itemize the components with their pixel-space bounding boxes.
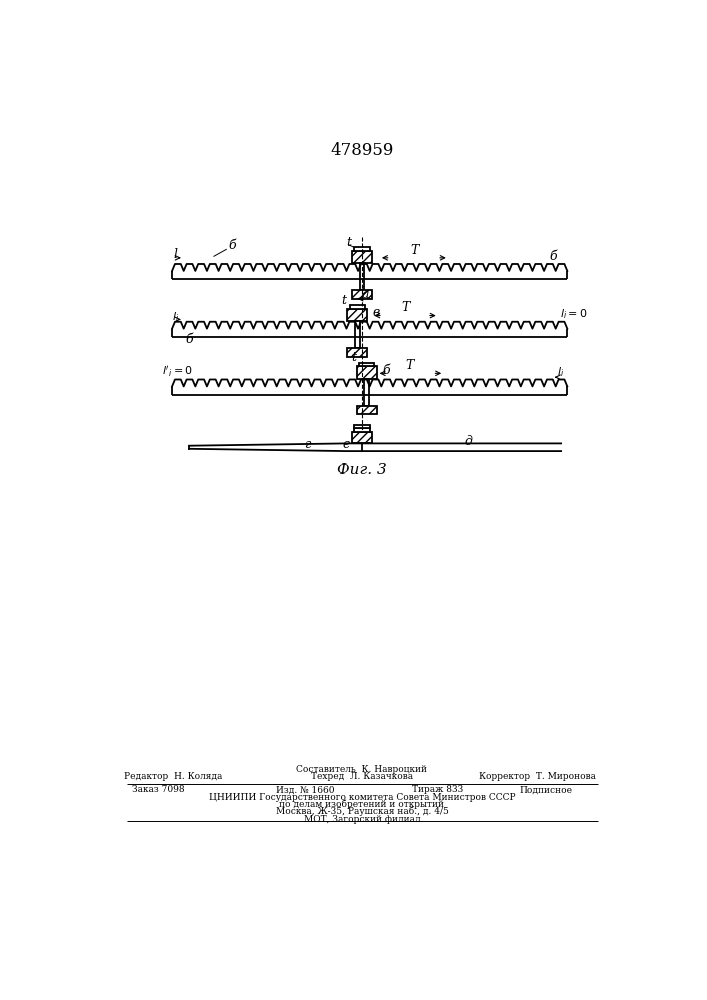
Text: Москва, Ж-35, Раушская наб., д. 4/5: Москва, Ж-35, Раушская наб., д. 4/5 [276,807,448,816]
Text: T: T [401,301,409,314]
Text: $l_i$: $l_i$ [173,310,180,324]
Text: $l_i$: $l_i$ [557,365,564,379]
Bar [355,321,360,348]
Text: Изд. № 1660: Изд. № 1660 [276,785,334,794]
Text: Заказ 7098: Заказ 7098 [132,785,185,794]
Text: Корректор  Т. Миронова: Корректор Т. Миронова [479,772,597,781]
Text: $l'_i=0$: $l'_i=0$ [162,364,193,379]
Text: г: г [305,438,311,451]
Text: $l_i=0$: $l_i=0$ [559,307,587,321]
Bar [359,363,374,366]
Text: е: е [343,438,350,451]
Text: t: t [351,351,356,364]
Bar [356,366,377,379]
Text: б: б [228,239,235,252]
Text: Подписное: Подписное [519,785,572,794]
Text: a: a [362,288,370,301]
Bar [364,379,369,406]
Bar [356,406,377,414]
Text: T: T [411,244,419,257]
Text: Составитель  К. Навроцкий: Составитель К. Навроцкий [296,765,428,774]
Text: l: l [174,248,178,261]
Text: д: д [464,435,472,448]
Bar [352,432,372,443]
Bar [354,428,370,432]
Text: Тираж 833: Тираж 833 [411,785,463,794]
Bar [354,425,370,428]
Text: 478959: 478959 [330,142,394,159]
Bar [360,263,364,290]
Text: по делам изобретений и открытий: по делам изобретений и открытий [279,800,445,809]
Bar [347,348,368,357]
Bar [354,247,370,251]
Bar [349,305,365,309]
Bar [347,309,368,321]
Text: t: t [341,294,346,307]
Bar [352,290,372,299]
Text: б: б [549,250,557,263]
Text: Редактор  Н. Коляда: Редактор Н. Коляда [124,772,223,781]
Text: Фиг. 3: Фиг. 3 [337,463,387,477]
Text: t: t [346,236,351,249]
Text: ЦНИИПИ Государственного комитета Совета Министров СССР: ЦНИИПИ Государственного комитета Совета … [209,793,515,802]
Text: Техред  Л. Казачкова: Техред Л. Казачкова [311,772,413,781]
Text: б: б [185,333,193,346]
Bar [352,251,372,263]
Text: МОТ, Загорский филиал: МОТ, Загорский филиал [303,815,420,824]
Text: б: б [382,364,390,377]
Text: T: T [405,359,414,372]
Text: в: в [373,306,380,319]
